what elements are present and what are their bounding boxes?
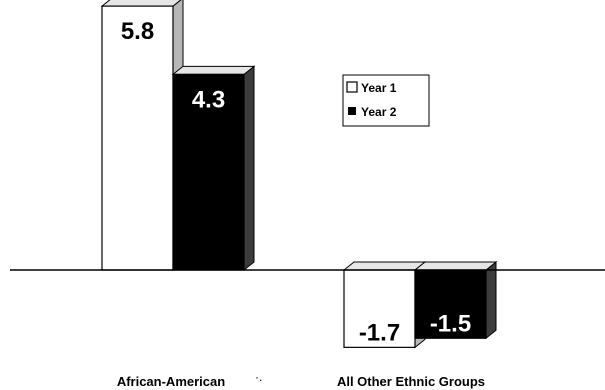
bar-african-american-year-2-front [172,73,245,271]
bar-all-other-ethnic-groups-year-2-side [485,260,497,340]
bar-african-american-year-2-top [171,65,256,75]
bar-african-american-year-1-front [101,5,174,271]
legend-label-year-1: Year 1 [361,81,397,95]
value-label-all-other-ethnic-groups-year-2: -1.5 [430,310,471,337]
value-labels-layer: 5.8 4.3 -1.7 -1.5 [121,18,471,346]
legend-swatch-year-2 [348,107,356,115]
legend-swatch-year-1 [346,81,358,93]
bar-african-american-year-2-side [243,65,255,272]
legend: Year 1 Year 2 [342,74,430,127]
bar-all-other-ethnic-groups-year-1 [342,260,427,349]
value-label-african-american-year-1: 5.8 [121,18,154,45]
bar-african-american-year-1-top [100,0,182,7]
value-label-african-american-year-2: 4.3 [192,86,225,113]
category-label-african-american: African-American [117,374,225,389]
bar-all-other-ethnic-groups-year-1-top [342,261,427,271]
stray-mark: ·. [255,370,262,384]
bars-layer [100,0,498,349]
bar-all-other-ethnic-groups-year-1-front [343,269,416,348]
bar-african-american-year-2 [171,65,256,272]
value-label-all-other-ethnic-groups-year-1: -1.7 [359,319,400,346]
category-label-all-other-ethnic-groups: All Other Ethnic Groups [337,374,485,389]
legend-label-year-2: Year 2 [361,105,397,119]
bar-all-other-ethnic-groups-year-2-top [413,261,498,271]
